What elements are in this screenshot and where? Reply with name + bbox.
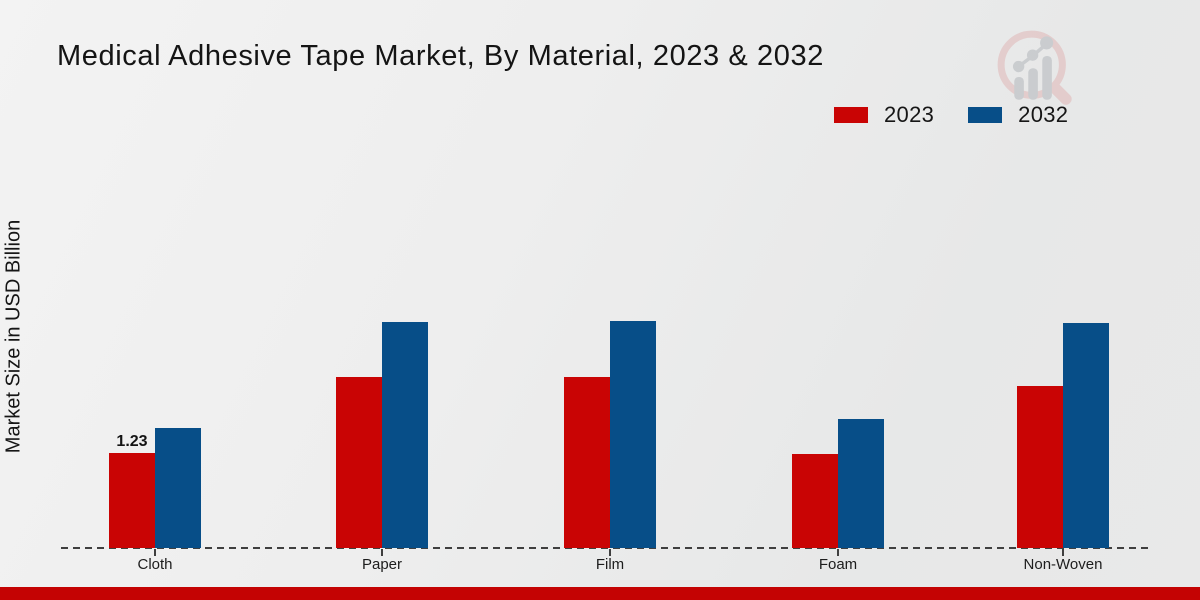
x-axis-tick: [1062, 549, 1064, 556]
legend-item-2032: 2032: [968, 102, 1068, 128]
x-axis-tick: [154, 549, 156, 556]
bar-2032-cloth: [155, 428, 201, 548]
bar-2032-film: [610, 321, 656, 548]
x-axis-baseline: [61, 547, 1153, 549]
legend-swatch-2023: [834, 107, 868, 123]
bar-2032-foam: [838, 419, 884, 548]
footer-accent-bar: [0, 587, 1200, 600]
magnifier-bar-chart-logo-icon: [997, 30, 1072, 105]
legend-swatch-2032: [968, 107, 1003, 123]
legend: 2023 2032: [834, 102, 1068, 128]
legend-item-2023: 2023: [834, 102, 934, 128]
category-label-non-woven: Non-Woven: [1023, 556, 1103, 573]
bar-2023-foam: [792, 454, 838, 548]
bar-2023-cloth: [109, 453, 155, 548]
bar-value-label: 1.23: [116, 433, 148, 450]
x-axis-tick: [381, 549, 383, 556]
x-axis-tick: [609, 549, 611, 556]
bar-2023-film: [564, 377, 610, 548]
x-axis-tick: [837, 549, 839, 556]
category-label-foam: Foam: [818, 556, 858, 573]
legend-label-2032: 2032: [1018, 102, 1069, 127]
category-label-paper: Paper: [361, 556, 403, 573]
legend-label-2023: 2023: [884, 102, 935, 127]
bar-2032-non-woven: [1063, 323, 1109, 548]
bar-2032-paper: [382, 322, 428, 548]
category-label-cloth: Cloth: [137, 556, 173, 573]
bar-2023-non-woven: [1017, 386, 1063, 548]
bar-2023-paper: [336, 377, 382, 548]
category-label-film: Film: [595, 556, 625, 573]
chart-title: Medical Adhesive Tape Market, By Materia…: [57, 40, 824, 72]
